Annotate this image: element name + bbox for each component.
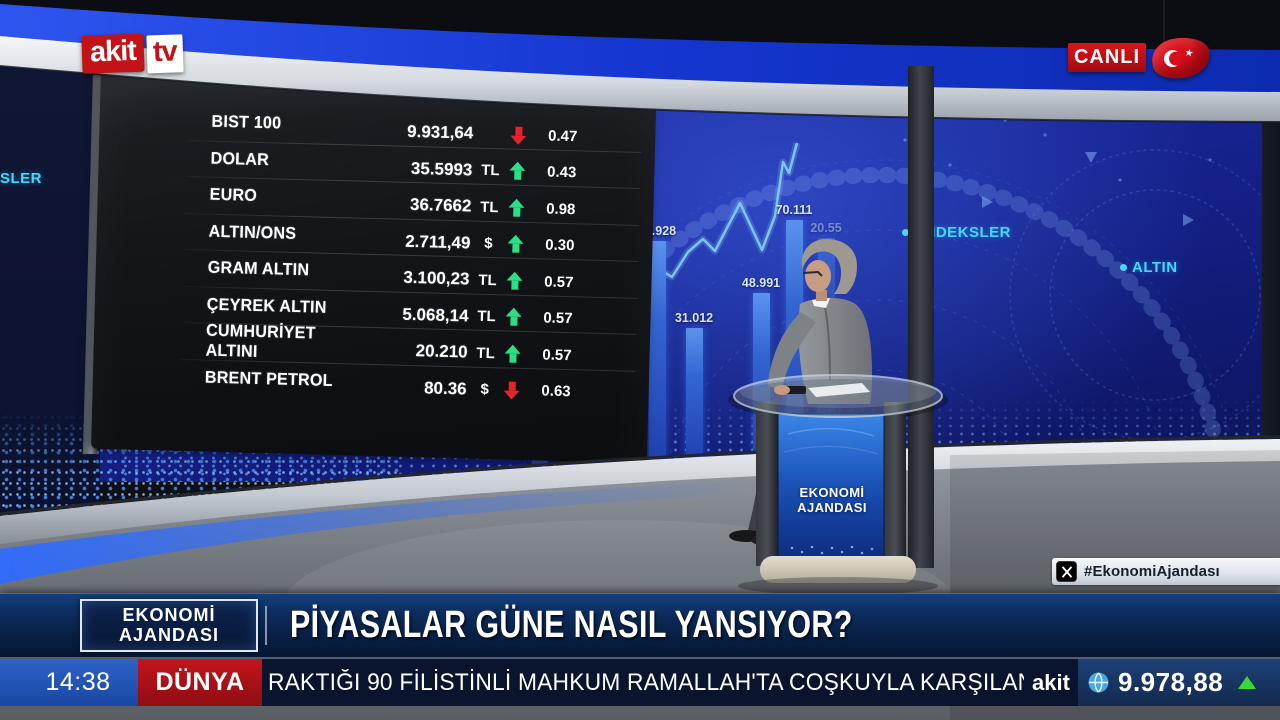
market-value: 9.931,64 (406, 122, 474, 143)
star: ★ (1183, 47, 1195, 60)
ticker-text-container: RAKTIĞI 90 FİLİSTİNLİ MAHKUM RAMALLAH'TA… (262, 659, 1024, 706)
bar-value-label: 20.55 (810, 221, 842, 235)
market-unit: TL (478, 271, 497, 289)
flagpole (1163, 0, 1165, 46)
index-quote: 9.978,88 (1078, 659, 1280, 706)
market-change: 0.30 (545, 236, 575, 255)
ticker-channel-label: akit (1032, 669, 1070, 695)
wall-label-text: ENDEKSLER (914, 224, 1012, 241)
chart-bar (685, 328, 703, 468)
lower-third-banner: EKONOMİ AJANDASI PİYASALAR GÜNE NASIL YA… (0, 593, 1280, 657)
ticker-text: RAKTIĞI 90 FİLİSTİNLİ MAHKUM RAMALLAH'TA… (268, 668, 1024, 696)
market-label: EURO (209, 184, 258, 206)
market-unit: TL (476, 344, 495, 362)
chart-bar-group: 20.55 (802, 221, 850, 468)
bar-value-label: 31.012 (674, 311, 714, 325)
market-unit: $ (484, 235, 493, 253)
market-board: BIST 100 9.931,64 0.47 DOLAR 35.5993 TL … (90, 56, 658, 464)
market-value: 3.100,23 (403, 268, 470, 289)
market-change: 0.43 (546, 163, 577, 182)
podium-title-line2: AJANDASI (797, 499, 867, 515)
channel-logo: akit tv (81, 32, 184, 75)
market-unit: TL (480, 162, 500, 180)
wall-label-altin: ALTIN (1120, 259, 1178, 276)
hashtag-text: #EkonomiAjandası (1084, 563, 1220, 580)
program-badge-line2: AJANDASI (118, 624, 219, 645)
wall-label-text: SLER (0, 170, 43, 187)
news-ticker: 14:38 DÜNYA RAKTIĞI 90 FİLİSTİNLİ MAHKUM… (0, 657, 1280, 706)
market-label: DOLAR (210, 148, 270, 169)
social-hashtag-strip: #EkonomiAjandası (1052, 558, 1280, 585)
market-rows: BIST 100 9.931,64 0.47 DOLAR 35.5993 TL … (92, 101, 655, 407)
headline-container: PİYASALAR GÜNE NASIL YANSIYOR? (290, 594, 1270, 657)
market-unit: $ (480, 381, 490, 399)
chart-bar (648, 241, 666, 468)
wall-label-text: ALTIN (1132, 259, 1178, 276)
logo-akit: akit (81, 33, 145, 74)
market-unit (473, 134, 509, 135)
market-value: 80.36 (423, 378, 467, 399)
market-label: CUMHURİYET ALTINI (205, 320, 316, 362)
index-direction-icon (1238, 676, 1257, 689)
market-value: 35.5993 (410, 158, 473, 180)
up-arrow-icon (508, 162, 526, 181)
market-value: 20.210 (415, 341, 468, 362)
bar-value-label: 70.111 (775, 203, 813, 217)
up-arrow-icon (506, 235, 524, 254)
x-logo-icon (1056, 561, 1077, 582)
clock: 14:38 (0, 659, 138, 706)
market-label: BRENT PETROL (204, 367, 333, 390)
market-unit: TL (477, 307, 496, 326)
market-change: 0.47 (547, 127, 578, 146)
up-arrow-icon (503, 344, 521, 363)
chart-bar-group: 31.012 (670, 311, 718, 468)
market-change: 0.57 (543, 309, 573, 328)
down-arrow-icon (509, 125, 527, 144)
wall-label-endeksler: ENDEKSLER (902, 224, 1011, 241)
divider (265, 606, 267, 645)
crescent-inner (1168, 50, 1184, 66)
market-label: ALTIN/ONS (208, 221, 297, 243)
logo-tv: tv (146, 34, 184, 74)
market-label: GRAM ALTIN (207, 257, 310, 280)
podium-base (760, 556, 916, 583)
headline: PİYASALAR GÜNE NASIL YANSIYOR? (290, 604, 853, 646)
market-change: 0.57 (542, 346, 572, 364)
market-value: 2.711,49 (405, 231, 471, 253)
market-value: 5.068,14 (402, 304, 469, 326)
bar-value-label: 48.991 (741, 276, 781, 290)
ticker-category: DÜNYA (138, 659, 262, 706)
program-badge-line1: EKONOMİ (122, 604, 216, 625)
studio-pillar-right-edge (1262, 62, 1280, 482)
market-value: 36.7662 (409, 195, 472, 216)
turkish-flag-icon: ★ (1149, 34, 1213, 82)
bullet-dot (902, 229, 909, 236)
live-badge: CANLI (1068, 43, 1146, 72)
market-change: 0.57 (544, 273, 574, 291)
down-arrow-icon (502, 381, 520, 400)
market-label: BIST 100 (211, 111, 282, 133)
wall-label-partial: SLER (0, 170, 42, 187)
chart-bar (817, 238, 835, 468)
studio-pillar (908, 66, 934, 568)
index-value: 9.978,88 (1118, 667, 1224, 697)
up-arrow-icon (507, 198, 525, 217)
chart-bar (752, 293, 770, 468)
bullet-dot (1120, 264, 1127, 271)
market-unit: TL (480, 198, 499, 216)
market-change: 0.98 (545, 200, 576, 219)
chart-bar (785, 220, 803, 468)
up-arrow-icon (505, 271, 523, 290)
globe-icon (1088, 672, 1109, 693)
podium-title-line1: EKONOMİ (799, 485, 865, 500)
up-arrow-icon (504, 308, 522, 327)
market-label: ÇEYREK ALTIN (206, 294, 327, 317)
podium-screen-title: EKONOMİ AJANDASI (780, 485, 884, 516)
market-change: 0.63 (541, 382, 571, 401)
program-badge: EKONOMİ AJANDASI (80, 599, 258, 652)
